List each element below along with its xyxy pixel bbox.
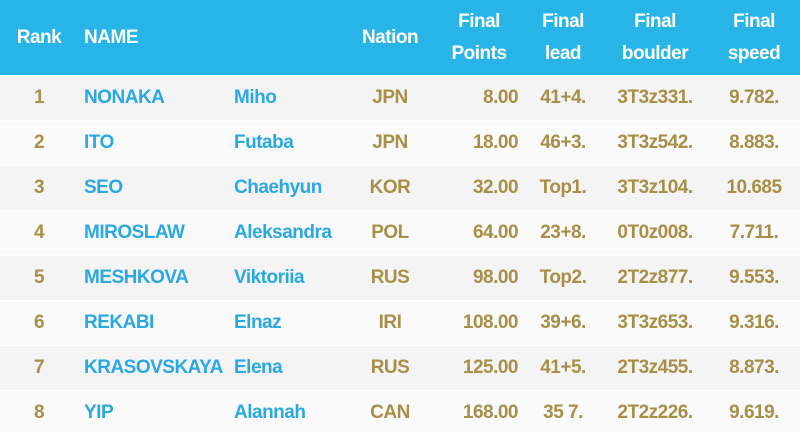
final-speed: 7.711. <box>708 210 800 256</box>
final-points: 168.00 <box>434 390 525 432</box>
final-points: 98.00 <box>434 255 525 301</box>
final-lead: 35 7. <box>524 390 603 432</box>
table-row: 8 YIP Alannah CAN 168.00 35 7. 2T2z226. 9.619. <box>0 390 800 432</box>
last-name: KRASOVSKAYA <box>78 345 228 391</box>
first-name: Alannah <box>228 390 347 432</box>
first-name: Elena <box>228 345 347 391</box>
rank: 1 <box>0 75 78 121</box>
last-name: NONAKA <box>78 75 228 121</box>
column-header: NAME <box>78 0 347 76</box>
final-boulder: 3T3z653. <box>602 300 709 346</box>
column-header: Final speed <box>708 0 800 76</box>
first-name: Viktoriia <box>228 255 347 301</box>
nation: KOR <box>346 165 435 211</box>
rank: 3 <box>0 165 78 211</box>
final-speed: 8.883. <box>708 120 800 166</box>
rank: 8 <box>0 390 78 432</box>
column-header: Final lead <box>524 0 603 76</box>
first-name: Futaba <box>228 120 347 166</box>
final-lead: 46+3. <box>524 120 603 166</box>
final-lead: 39+6. <box>524 300 603 346</box>
table-row: 5 MESHKOVA Viktoriia RUS 98.00 Top2. 2T2z877. 9… <box>0 255 800 301</box>
first-name: Elnaz <box>228 300 347 346</box>
nation: RUS <box>346 345 435 391</box>
final-boulder: 2T2z226. <box>602 390 709 432</box>
table-row: 7 KRASOVSKAYA Elena RUS 125.00 41+5. 2T3z455. 8… <box>0 345 800 391</box>
first-name: Aleksandra <box>228 210 347 256</box>
final-points: 64.00 <box>434 210 525 256</box>
column-header: Rank <box>0 0 78 76</box>
final-lead: 41+4. <box>524 75 603 121</box>
column-header: Final boulder <box>602 0 709 76</box>
nation: CAN <box>346 390 435 432</box>
table-row: 1 NONAKA Miho JPN 8.00 41+4. 3T3z331. 9.782. <box>0 75 800 121</box>
final-speed: 8.873. <box>708 345 800 391</box>
final-speed: 9.553. <box>708 255 800 301</box>
last-name: REKABI <box>78 300 228 346</box>
final-lead: Top2. <box>524 255 603 301</box>
table-row: 3 SEO Chaehyun KOR 32.00 Top1. 3T3z104. 10.685 <box>0 165 800 211</box>
nation: JPN <box>346 75 435 121</box>
table-row: 4 MIROSLAW Aleksandra POL 64.00 23+8. 0T0z008.… <box>0 210 800 256</box>
table-row: 2 ITO Futaba JPN 18.00 46+3. 3T3z542. 8.883. <box>0 120 800 166</box>
final-lead: Top1. <box>524 165 603 211</box>
final-points: 32.00 <box>434 165 525 211</box>
last-name: SEO <box>78 165 228 211</box>
final-points: 108.00 <box>434 300 525 346</box>
nation: POL <box>346 210 435 256</box>
final-points: 8.00 <box>434 75 525 121</box>
rank: 7 <box>0 345 78 391</box>
last-name: MIROSLAW <box>78 210 228 256</box>
first-name: Miho <box>228 75 347 121</box>
final-speed: 9.316. <box>708 300 800 346</box>
nation: RUS <box>346 255 435 301</box>
final-boulder: 3T3z542. <box>602 120 709 166</box>
final-boulder: 0T0z008. <box>602 210 709 256</box>
table-body: 1 NONAKA Miho JPN 8.00 41+4. 3T3z331. 9.782. 2 IT… <box>0 75 800 432</box>
rank: 4 <box>0 210 78 256</box>
rank: 6 <box>0 300 78 346</box>
final-speed: 9.619. <box>708 390 800 432</box>
table-row: 6 REKABI Elnaz IRI 108.00 39+6. 3T3z653. 9.316. <box>0 300 800 346</box>
final-points: 125.00 <box>434 345 525 391</box>
last-name: MESHKOVA <box>78 255 228 301</box>
last-name: ITO <box>78 120 228 166</box>
final-speed: 10.685 <box>708 165 800 211</box>
column-header: Final Points <box>434 0 525 76</box>
final-boulder: 3T3z104. <box>602 165 709 211</box>
final-boulder: 3T3z331. <box>602 75 709 121</box>
rank: 2 <box>0 120 78 166</box>
final-speed: 9.782. <box>708 75 800 121</box>
final-lead: 41+5. <box>524 345 603 391</box>
nation: JPN <box>346 120 435 166</box>
first-name: Chaehyun <box>228 165 347 211</box>
final-boulder: 2T2z877. <box>602 255 709 301</box>
rank: 5 <box>0 255 78 301</box>
final-points: 18.00 <box>434 120 525 166</box>
header-row: Rank NAME Nation Final Points Final lead Fina… <box>0 0 800 76</box>
last-name: YIP <box>78 390 228 432</box>
nation: IRI <box>346 300 435 346</box>
final-boulder: 2T3z455. <box>602 345 709 391</box>
final-lead: 23+8. <box>524 210 603 256</box>
column-header: Nation <box>346 0 435 76</box>
